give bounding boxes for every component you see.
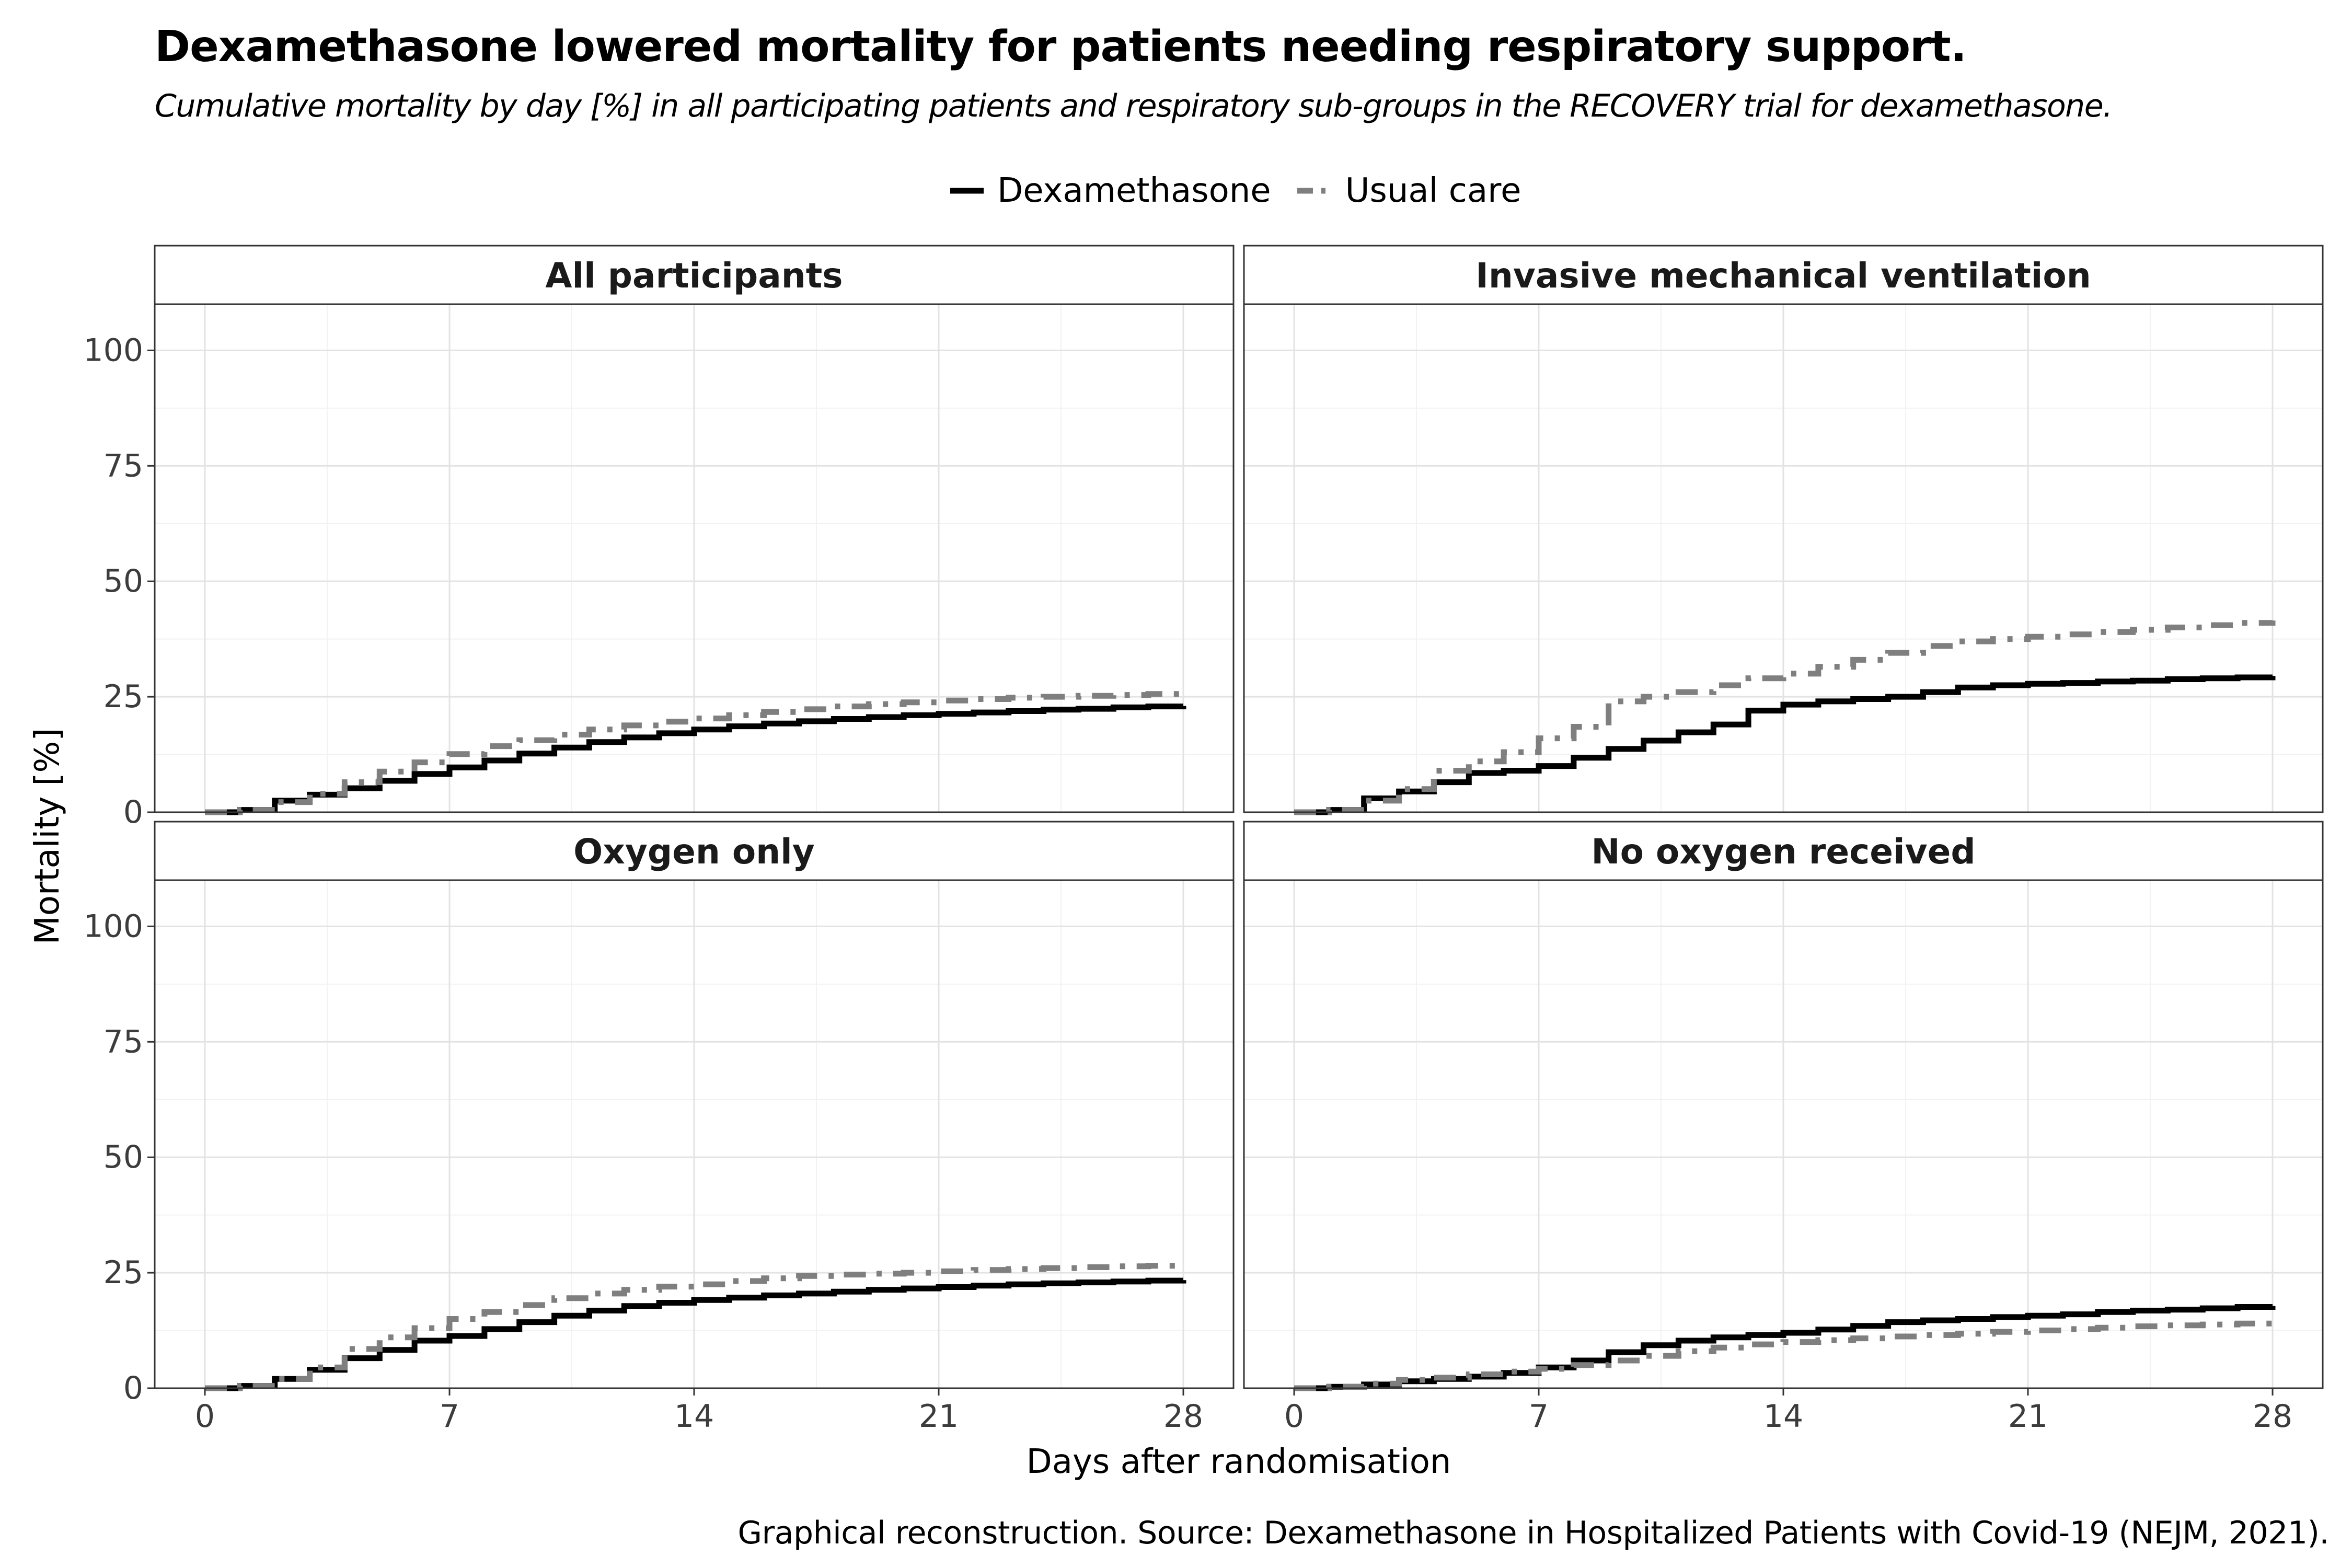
- legend-item-usual-care: Usual care: [1294, 170, 1521, 212]
- facet-strip: [154, 245, 1235, 305]
- x-tick-label: 14: [1763, 1398, 1803, 1435]
- y-tick-label: 75: [103, 447, 143, 484]
- legend: Dexamethasone Usual care: [946, 170, 1544, 212]
- series-line-dexamethasone: [205, 704, 1186, 815]
- y-tick-label: 0: [123, 1370, 143, 1406]
- y-tick-label: 75: [103, 1023, 143, 1060]
- panel-invasive-mechanical-ventilation: Invasive mechanical ventilation: [1243, 245, 2324, 815]
- panel-all-participants: All participants 0 25 50 75 100: [83, 245, 1235, 831]
- legend-label-dexamethasone: Dexamethasone: [997, 171, 1271, 210]
- y-tick-label: 100: [83, 908, 143, 944]
- x-tick-label: 21: [2008, 1398, 2048, 1435]
- series-line-usual-care: [1294, 1320, 2276, 1391]
- y-tick-label: 50: [103, 563, 143, 599]
- x-tick-label: 0: [195, 1398, 215, 1435]
- legend-item-dexamethasone: Dexamethasone: [946, 170, 1271, 212]
- y-tick-label: 0: [123, 794, 143, 831]
- chart-subtitle: Cumulative mortality by day [%] in all p…: [155, 88, 2113, 124]
- x-tick-label: 7: [440, 1398, 459, 1435]
- y-axis-title: Mortality [%]: [28, 728, 67, 945]
- chart-caption: Graphical reconstruction. Source: Dexame…: [737, 1515, 2330, 1551]
- legend-key-solid: [950, 188, 984, 194]
- series-line-dexamethasone: [1294, 674, 2276, 815]
- facet-title: Invasive mechanical ventilation: [1475, 256, 2091, 296]
- y-tick-label: 100: [83, 332, 143, 368]
- x-tick-label: 14: [674, 1398, 714, 1435]
- facet-strip: [1243, 821, 2324, 881]
- y-tick-label: 25: [103, 1254, 143, 1291]
- facet-strip: [154, 821, 1235, 881]
- x-tick-label: 21: [919, 1398, 959, 1435]
- x-tick-label: 28: [1163, 1398, 1203, 1435]
- legend-key-dashdot: [1297, 188, 1333, 194]
- facet-title: Oxygen only: [573, 832, 815, 872]
- facet-strip: [1243, 245, 2324, 305]
- x-axis-title: Days after randomisation: [1027, 1443, 1451, 1481]
- panel-border: [154, 303, 1235, 813]
- facet-title: All participants: [545, 256, 843, 296]
- panel-no-oxygen-received: No oxygen received 0 7 14 21 28: [1243, 821, 2324, 1435]
- x-tick-label: 28: [2253, 1398, 2292, 1435]
- panel-oxygen-only: Oxygen only 0 25 50 75 100 0 7 14 21 28: [83, 821, 1235, 1435]
- chart-title: Dexamethasone lowered mortality for pati…: [155, 22, 1967, 72]
- series-line-usual-care: [205, 1263, 1186, 1391]
- series-line-usual-care: [1294, 620, 2276, 815]
- legend-label-usual-care: Usual care: [1345, 171, 1521, 210]
- series-line-dexamethasone: [205, 1277, 1186, 1391]
- series-line-usual-care: [205, 691, 1186, 815]
- x-tick-label: 0: [1284, 1398, 1304, 1435]
- x-tick-label: 7: [1529, 1398, 1549, 1435]
- y-tick-label: 25: [103, 678, 143, 715]
- facet-title: No oxygen received: [1591, 832, 1975, 872]
- y-tick-label: 50: [103, 1139, 143, 1175]
- panel-border: [1243, 303, 2324, 813]
